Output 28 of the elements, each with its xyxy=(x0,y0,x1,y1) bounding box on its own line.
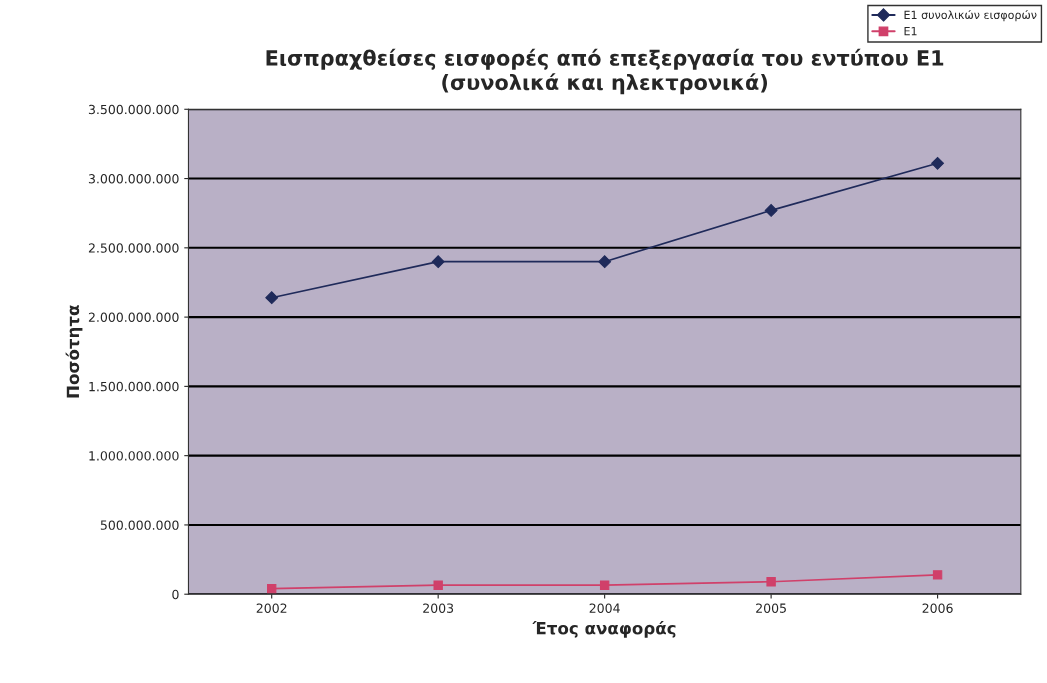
x-tick-label: 2004 xyxy=(589,603,620,613)
point xyxy=(431,255,445,269)
point xyxy=(267,583,277,594)
x-tick-label: 2006 xyxy=(922,603,953,613)
point xyxy=(433,580,443,590)
y-tick-label: 1.500.000.000 xyxy=(89,381,179,392)
y-tick-label: 2.500.000.000 xyxy=(88,243,179,253)
point xyxy=(265,291,279,305)
legend-label: Ε1 xyxy=(904,27,917,36)
point xyxy=(598,255,612,269)
x-tick-label: 2002 xyxy=(256,603,287,613)
point xyxy=(764,204,778,217)
y-tick-label: 0 xyxy=(172,589,179,600)
y-tick-label: 3.000.000.000 xyxy=(88,174,179,184)
x-tick-label: 2005 xyxy=(756,603,786,613)
y-axis-title: Ποσότητα xyxy=(65,305,83,398)
y-tick-label: 1.000.000.000 xyxy=(89,451,179,461)
x-tick-label: 2003 xyxy=(423,603,454,613)
chart-title: Εισπραχθείσες εισφορές από επεξεργασία του εντύπου Ε1 (συνολικά και ηλεκτρονικά) xyxy=(266,48,944,95)
point xyxy=(931,156,944,170)
y-tick-label: 2.000.000.000 xyxy=(88,312,179,323)
y-tick-label: 500.000.000 xyxy=(100,520,179,530)
point xyxy=(766,577,776,587)
point xyxy=(932,570,943,580)
y-tick-label: 3.500.000.000 xyxy=(88,104,179,115)
point xyxy=(599,580,610,590)
x-axis-title: Έτος αναφοράς xyxy=(532,620,676,638)
legend-label: Ε1 συνολικών εισφορών xyxy=(904,10,1037,22)
